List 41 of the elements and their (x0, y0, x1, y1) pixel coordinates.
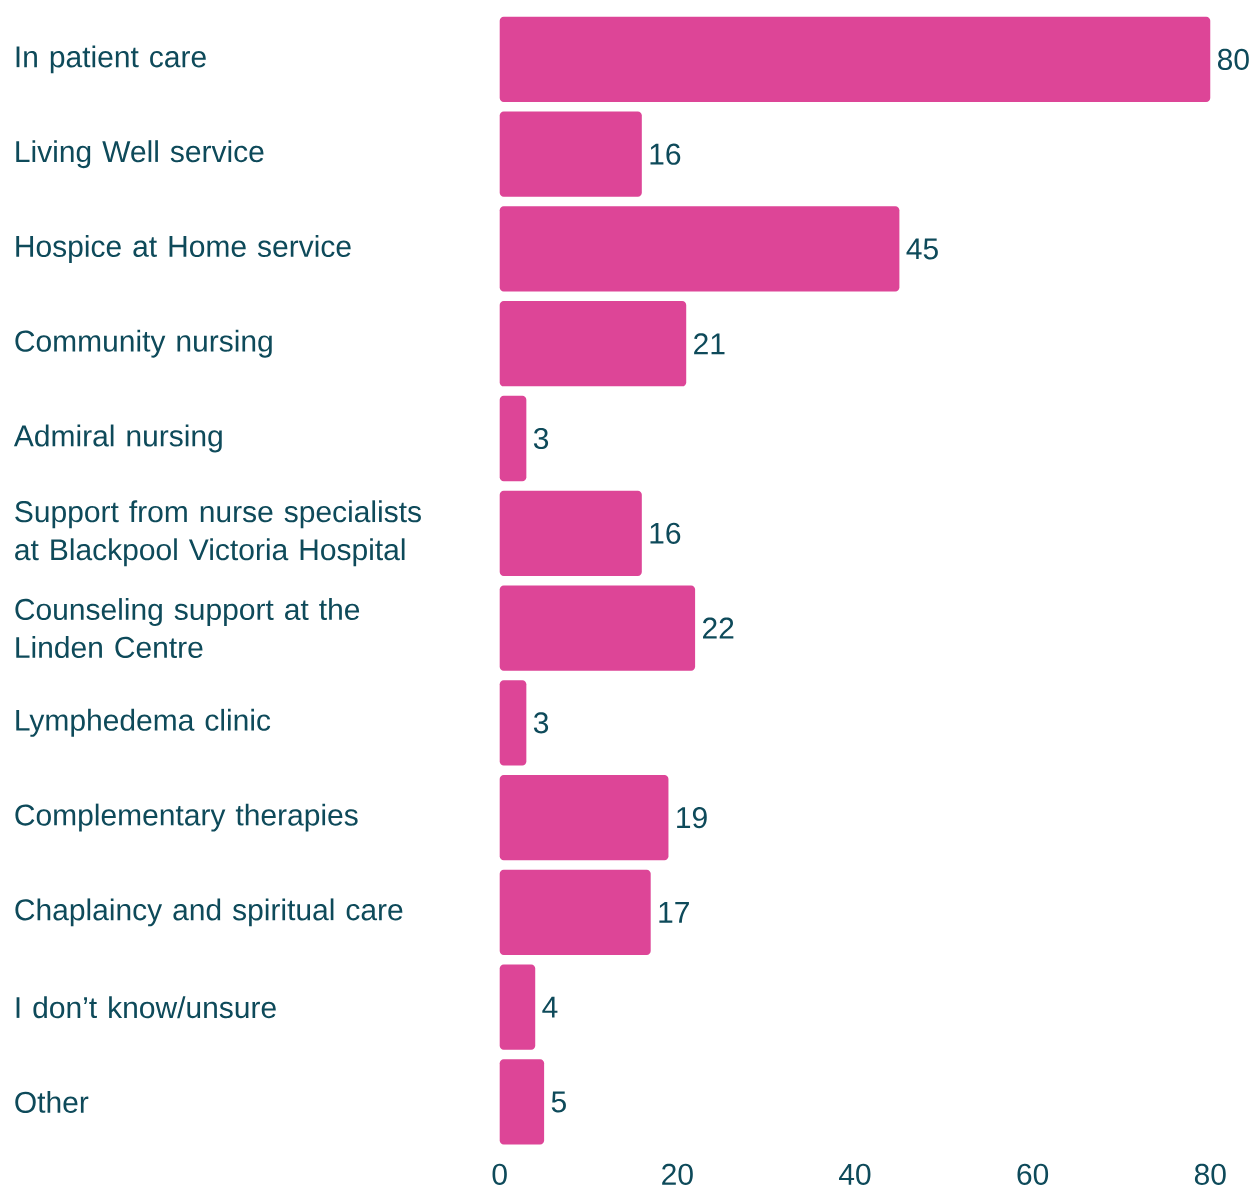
data-label: 21 (694, 333, 725, 355)
y-tick-label: In patient care (16, 45, 206, 74)
data-label: 45 (906, 238, 938, 260)
x-tick-label: 20 (662, 1163, 693, 1185)
data-label: 16 (650, 143, 681, 165)
bar (499, 490, 642, 576)
bar (499, 301, 687, 387)
y-tick-label: Hospice at Home service (16, 235, 351, 263)
data-label: 80 (1217, 48, 1249, 71)
y-tick-label: Admiral nursing (13, 424, 222, 453)
bar (499, 680, 527, 766)
data-label: 3 (533, 427, 549, 450)
bar (499, 774, 669, 861)
bar (499, 585, 696, 671)
data-label: 22 (703, 617, 734, 639)
bar (499, 869, 651, 956)
x-tick-label: 60 (1017, 1163, 1049, 1185)
x-tick-label: 0 (492, 1163, 507, 1185)
data-label: 3 (533, 712, 549, 734)
data-label: 16 (650, 522, 681, 544)
x-tick-label: 80 (1194, 1163, 1226, 1185)
y-tick-label: Chaplaincy and spiritual care (15, 898, 403, 927)
y-tick-label: Lymphedema clinic (16, 708, 271, 737)
y-tick-label: Other (15, 1090, 89, 1113)
bar (499, 395, 527, 482)
data-label: 5 (551, 1091, 566, 1113)
y-tick-label: Support from nurse specialists at Blackpool Victoria Hospital (15, 500, 421, 567)
data-label: 17 (659, 902, 689, 923)
bar (499, 16, 1211, 103)
y-tick-label: Living Well service (16, 140, 264, 169)
y-tick-label: Complementary therapies (15, 803, 358, 832)
bar (499, 111, 642, 197)
bar (499, 1059, 545, 1145)
bar (499, 964, 536, 1050)
y-tick-label: I don’t know/unsure (16, 996, 276, 1019)
bar (499, 206, 900, 292)
data-label: 4 (542, 996, 558, 1018)
x-tick-label: 40 (839, 1163, 871, 1185)
data-label: 19 (677, 807, 707, 829)
y-tick-label: Counseling support at the Linden Centre (15, 598, 360, 659)
y-tick-label: Community nursing (15, 329, 272, 358)
